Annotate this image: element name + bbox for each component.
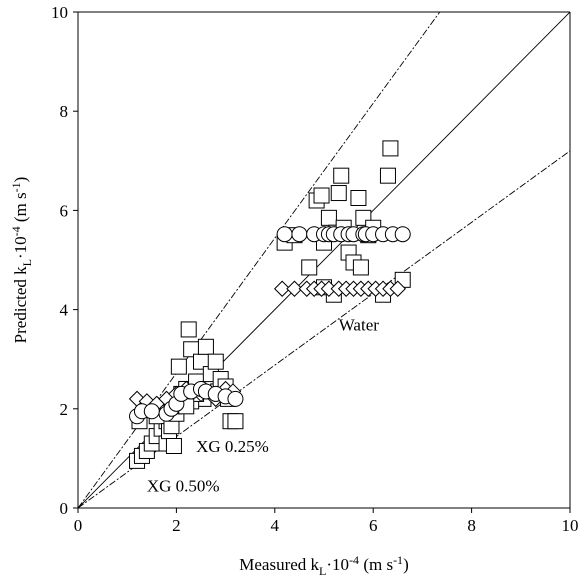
labels: Measured kL·10-4 (m s-1)Predicted kL·10-… [9, 177, 409, 578]
square-marker [227, 413, 244, 430]
square-marker [382, 140, 399, 157]
diamond-marker [286, 280, 303, 297]
square-marker [301, 259, 318, 276]
y-axis-label: Predicted kL·10-4 (m s-1) [9, 177, 34, 344]
square-marker [330, 185, 347, 202]
diamond-marker [273, 280, 291, 297]
x-tick-label: 8 [467, 516, 476, 535]
annotation-label: XG 0.50% [147, 477, 220, 496]
y-tick-label: 10 [51, 3, 68, 22]
y-axis-label-part: Predicted k [11, 266, 30, 343]
circle-marker [227, 390, 244, 407]
square-marker [170, 358, 187, 375]
square-marker [207, 353, 224, 370]
annotation-label: Water [339, 315, 379, 334]
x-axis-label: Measured kL·10-4 (m s-1) [239, 553, 408, 578]
y-axis-label-part: ·10 [11, 236, 30, 259]
y-tick-label: 6 [60, 201, 69, 220]
x-tick-label: 4 [271, 516, 280, 535]
y-axis-label-part: (m s [11, 192, 30, 226]
x-axis-label-part: ·10 [326, 555, 349, 574]
data-points [128, 140, 411, 469]
x-tick-label: 10 [562, 516, 579, 535]
square-marker [333, 167, 350, 184]
square-marker [180, 321, 197, 338]
axes: 0 2 4 6 8 10 0 2 4 6 8 10 [51, 3, 579, 535]
y-axis-label-part: -4 [9, 226, 23, 236]
square-marker [165, 438, 182, 454]
square-marker [350, 190, 367, 206]
x-axis-label-part: -1 [393, 553, 403, 567]
y-axis-label-part: L [20, 259, 34, 266]
y-axis-label-part: -1 [9, 182, 23, 192]
circle-marker [394, 226, 411, 243]
y-tick-label: 4 [60, 301, 69, 320]
circle-marker [276, 226, 293, 243]
y-axis-label-part: ) [11, 177, 30, 183]
square-marker [320, 209, 337, 226]
y-tick-label: 8 [60, 102, 69, 121]
circle-marker [291, 226, 308, 243]
upper-bound-line [78, 12, 441, 508]
y-tick-label: 2 [60, 400, 69, 419]
square-marker [379, 167, 396, 184]
x-tick-label: 0 [74, 516, 83, 535]
square-marker [313, 187, 330, 204]
annotation-label: XG 0.25% [196, 437, 269, 456]
circle-marker [143, 403, 160, 420]
x-axis-label-part: L [319, 564, 326, 578]
x-axis-label-part: Measured k [239, 555, 319, 574]
square-marker [352, 259, 369, 276]
x-tick-label: 2 [172, 516, 181, 535]
x-axis-label-part: ) [403, 555, 409, 574]
x-tick-label: 6 [369, 516, 378, 535]
square-marker [197, 338, 214, 355]
y-tick-label: 0 [60, 499, 69, 518]
diamond-marker [389, 280, 407, 297]
x-axis-label-part: -4 [349, 553, 359, 567]
x-axis-label-part: (m s [359, 555, 393, 574]
